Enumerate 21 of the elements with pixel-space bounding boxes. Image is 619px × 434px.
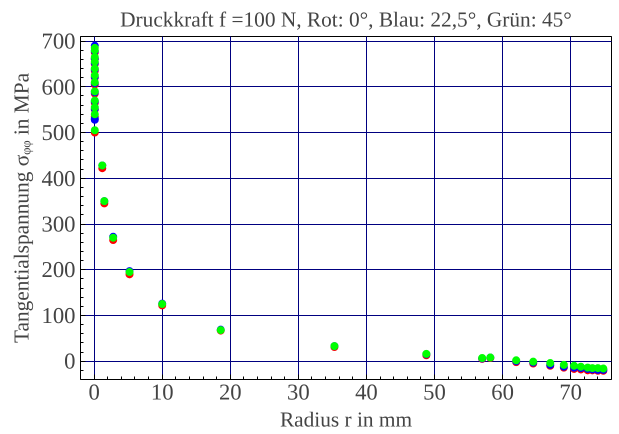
x-tick-label: 40 bbox=[355, 380, 378, 404]
x-tick-label: 60 bbox=[491, 380, 514, 404]
x-tick-label: 10 bbox=[150, 380, 174, 404]
x-tick-label: 50 bbox=[423, 380, 446, 404]
x-tick-label: 0 bbox=[88, 380, 100, 404]
y-axis-title: Tangentialspannung σᵩᵩ in MPa bbox=[10, 72, 34, 344]
y-tick-label: 100 bbox=[42, 302, 76, 328]
point bbox=[90, 110, 99, 118]
x-tick-label: 20 bbox=[218, 380, 242, 404]
y-tick-label: 200 bbox=[42, 257, 76, 282]
y-tick-label: 400 bbox=[42, 166, 76, 191]
y-tick-label: 600 bbox=[42, 74, 76, 100]
chart-title: Druckkraft f =100 N, Rot: 0°, Blau: 22,5°, Grün: 45° bbox=[120, 8, 572, 32]
x-tick-label: 70 bbox=[559, 380, 582, 404]
y-tick-label: 0 bbox=[64, 348, 76, 374]
x-tick-label: 30 bbox=[287, 380, 310, 404]
point bbox=[90, 126, 99, 134]
y-tick-label: 500 bbox=[42, 120, 76, 146]
x-axis-title: Radius r in mm bbox=[280, 408, 412, 432]
y-tick-label: 300 bbox=[42, 212, 76, 237]
y-tick-label: 700 bbox=[42, 28, 76, 54]
